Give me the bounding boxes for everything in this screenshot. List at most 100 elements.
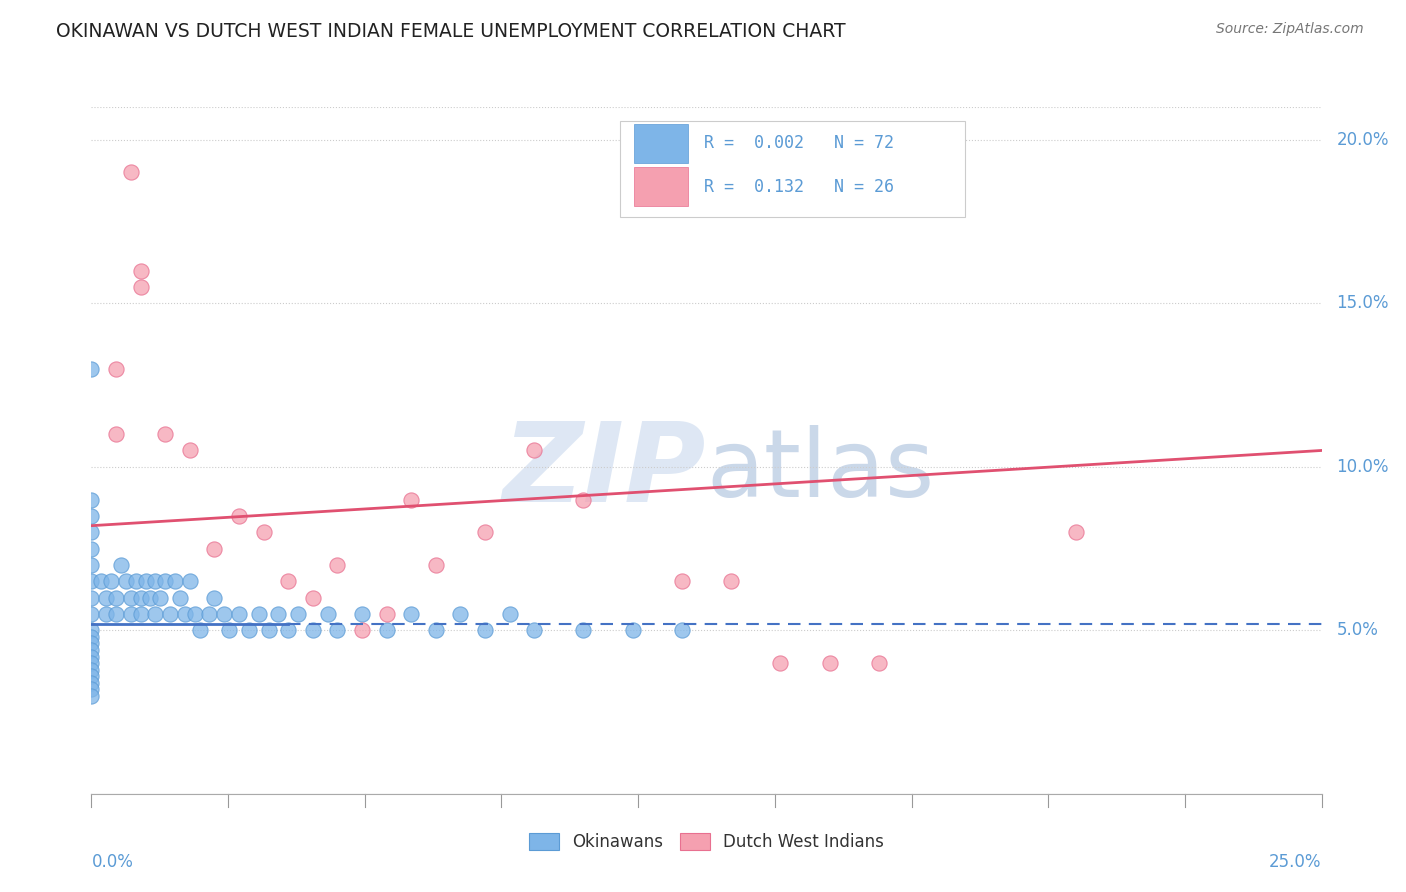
Point: [139, 591, 162, 605]
Point: [163, 574, 186, 589]
Text: R =  0.002   N = 72: R = 0.002 N = 72: [704, 134, 894, 153]
Point: [120, 591, 142, 605]
Point: [80, 675, 103, 690]
Text: R =  0.132   N = 26: R = 0.132 N = 26: [704, 178, 894, 195]
Point: [80, 649, 103, 664]
Point: [352, 624, 374, 638]
Point: [621, 624, 644, 638]
Point: [375, 624, 398, 638]
Point: [277, 624, 299, 638]
Point: [153, 427, 177, 442]
Point: [129, 263, 152, 277]
Point: [135, 574, 156, 589]
Point: [572, 492, 595, 507]
Point: [179, 574, 201, 589]
Point: [399, 607, 422, 621]
Point: [352, 607, 374, 621]
Point: [183, 607, 207, 621]
Point: [114, 574, 138, 589]
Text: 20.0%: 20.0%: [1336, 131, 1389, 149]
Point: [90, 574, 112, 589]
Point: [301, 624, 323, 638]
Point: [105, 591, 127, 605]
Text: atlas: atlas: [706, 425, 935, 517]
Point: [198, 607, 221, 621]
Point: [277, 574, 299, 589]
Point: [253, 525, 276, 540]
Point: [129, 591, 152, 605]
Text: ZIP: ZIP: [503, 417, 706, 524]
Point: [671, 624, 693, 638]
Point: [818, 656, 841, 670]
Point: [80, 361, 103, 376]
Point: [316, 607, 339, 621]
Point: [720, 574, 742, 589]
Point: [145, 574, 166, 589]
Text: 5.0%: 5.0%: [1336, 622, 1378, 640]
Point: [129, 280, 152, 294]
Point: [80, 492, 103, 507]
Point: [105, 427, 127, 442]
Point: [267, 607, 290, 621]
Point: [159, 607, 181, 621]
Point: [149, 591, 172, 605]
Point: [228, 508, 250, 523]
Point: [145, 607, 166, 621]
Text: OKINAWAN VS DUTCH WEST INDIAN FEMALE UNEMPLOYMENT CORRELATION CHART: OKINAWAN VS DUTCH WEST INDIAN FEMALE UNE…: [56, 22, 846, 41]
Legend: Okinawans, Dutch West Indians: Okinawans, Dutch West Indians: [522, 826, 891, 858]
Point: [1064, 525, 1087, 540]
Point: [80, 558, 103, 572]
Point: [523, 624, 546, 638]
Point: [257, 624, 280, 638]
Point: [96, 591, 117, 605]
Point: [238, 624, 260, 638]
Point: [105, 607, 127, 621]
Point: [169, 591, 191, 605]
Point: [80, 607, 103, 621]
Point: [129, 607, 152, 621]
Point: [100, 574, 122, 589]
FancyBboxPatch shape: [634, 124, 688, 163]
Point: [474, 624, 496, 638]
Point: [301, 591, 323, 605]
Point: [80, 624, 103, 638]
Point: [425, 624, 447, 638]
Point: [228, 607, 250, 621]
Point: [375, 607, 398, 621]
Point: [769, 656, 792, 670]
Point: [80, 591, 103, 605]
Text: 25.0%: 25.0%: [1270, 853, 1322, 871]
Point: [326, 624, 349, 638]
Point: [110, 558, 132, 572]
Point: [671, 574, 693, 589]
Point: [80, 663, 103, 677]
Point: [124, 574, 146, 589]
Point: [80, 630, 103, 644]
FancyBboxPatch shape: [634, 167, 688, 206]
Point: [498, 607, 520, 621]
Point: [120, 607, 142, 621]
Point: [80, 508, 103, 523]
Point: [188, 624, 211, 638]
Point: [80, 669, 103, 683]
Text: Source: ZipAtlas.com: Source: ZipAtlas.com: [1216, 22, 1364, 37]
Point: [120, 165, 142, 179]
Text: 0.0%: 0.0%: [91, 853, 134, 871]
Point: [474, 525, 496, 540]
Point: [247, 607, 270, 621]
Point: [105, 361, 127, 376]
Point: [80, 574, 103, 589]
Point: [179, 443, 201, 458]
Point: [218, 624, 240, 638]
Point: [153, 574, 177, 589]
Text: 15.0%: 15.0%: [1336, 294, 1389, 312]
Point: [174, 607, 197, 621]
Point: [80, 656, 103, 670]
Point: [287, 607, 309, 621]
Point: [80, 682, 103, 697]
Point: [572, 624, 595, 638]
Point: [399, 492, 422, 507]
Point: [523, 443, 546, 458]
Point: [80, 689, 103, 703]
Point: [202, 591, 225, 605]
